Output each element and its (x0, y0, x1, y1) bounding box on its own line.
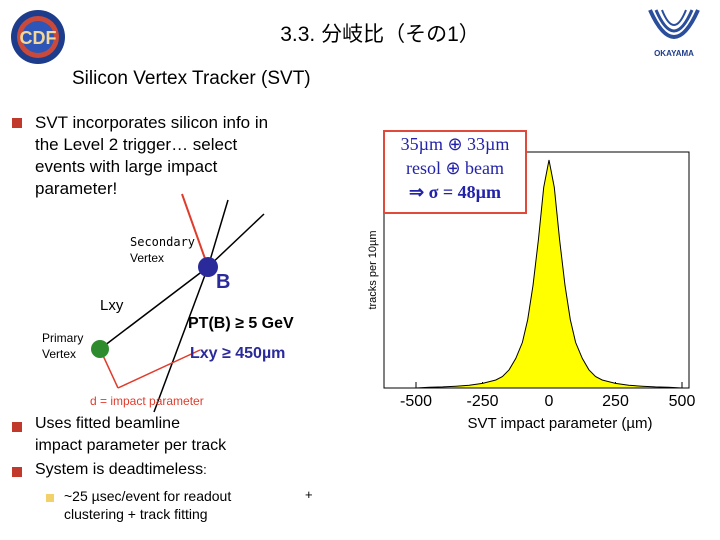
decay-track-up (207, 199, 229, 268)
bullet-line: impact parameter per track (35, 437, 227, 454)
sub-bullet-timing: ~25 µsec/event for readout clustering + … (64, 487, 231, 523)
primary-vertex-label: Primary (42, 331, 83, 345)
secondary-vertex-label: Secondary (130, 235, 195, 249)
plus-sign: + (305, 487, 313, 502)
bullet-colon: : (203, 462, 207, 477)
y-axis-label: tracks per 10µm (367, 230, 379, 309)
track-line-red (181, 193, 209, 268)
impact-parameter-label: d = impact parameter (90, 394, 204, 408)
x-axis-label: SVT impact parameter (µm) (467, 415, 652, 432)
lxy-cut-label: Lxy ≥ 450µm (190, 345, 285, 362)
primary-vertex-dot (91, 340, 109, 358)
bullet-line: the Level 2 trigger… select (35, 135, 238, 154)
pt-cut-label: PT(B) ≥ 5 GeV (188, 315, 294, 332)
bullet-marker (12, 422, 22, 432)
primary-vertex-label: Vertex (42, 347, 76, 361)
x-tick-label: -500 (400, 393, 432, 410)
bullet-line: events with large impact (35, 157, 218, 176)
page-subtitle: Silicon Vertex Tracker (SVT) (72, 68, 311, 89)
lxy-label: Lxy (100, 297, 124, 314)
okayama-logo: OKAYAMA (636, 4, 712, 62)
bullet-line: parameter! (35, 179, 118, 198)
okayama-logo-text: OKAYAMA (654, 49, 694, 58)
cdf-logo-text: CDF (20, 28, 57, 48)
sub-bullet-marker (46, 494, 54, 502)
bullet-line: System is deadtimeless (35, 461, 204, 478)
secondary-vertex-dot (198, 257, 218, 277)
x-tick-label: -250 (466, 393, 498, 410)
bullet-line: Uses fitted beamline (35, 415, 180, 432)
x-tick-label: 500 (669, 393, 696, 410)
bullet-marker (12, 467, 22, 477)
callout-line: 35µm ⊕ 33µm (400, 134, 510, 154)
bullet-marker (12, 118, 22, 128)
b-meson-label: B (216, 271, 230, 293)
impact-parameter-diagram: Secondary Vertex B Lxy Primary Vertex PT… (42, 193, 294, 413)
bullet-svt-trigger: SVT incorporates silicon info in the Lev… (35, 112, 355, 200)
callout-line: resol ⊕ beam (405, 158, 505, 178)
bullet-deadtimeless: System is deadtimeless: (35, 459, 207, 481)
resolution-callout: 35µm ⊕ 33µm resol ⊕ beam ⇒ σ = 48µm (383, 130, 527, 214)
secondary-vertex-label: Vertex (130, 251, 164, 265)
bullet-line: SVT incorporates silicon info in (35, 113, 269, 132)
decay-track-down (153, 266, 209, 413)
cdf-logo: CDF (8, 8, 68, 66)
bullet-beamline: Uses fitted beamline impact parameter pe… (35, 413, 226, 457)
sub-bullet-line: clustering + track fitting (64, 506, 208, 522)
x-tick-label: 250 (602, 393, 629, 410)
flight-path-line (99, 266, 209, 350)
x-tick-label: 0 (545, 393, 554, 410)
impact-parameter-segment (117, 349, 201, 389)
page-title: 3.3. 分岐比（その1） (280, 23, 480, 46)
decay-track-right (207, 213, 265, 268)
callout-line: ⇒ σ = 48µm (409, 182, 501, 202)
histogram-area (415, 159, 683, 389)
sub-bullet-line: ~25 µsec/event for readout (64, 488, 232, 504)
